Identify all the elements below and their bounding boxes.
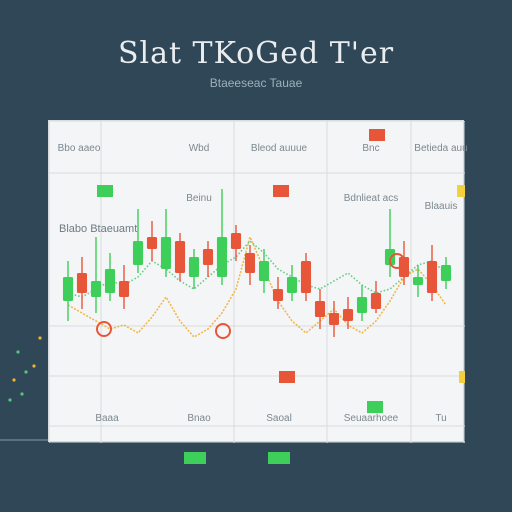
candle-body-11 (202, 249, 214, 265)
candle-body-8 (160, 237, 172, 269)
candle-body-15 (258, 261, 270, 281)
second-label-3: Blaauis (424, 201, 458, 212)
chart-panel: Bbo aaeo Wbd Bleod auuue Bnc Betieda auu… (48, 120, 468, 443)
second-label-2: Bdnlieat acs (343, 193, 399, 204)
marker-square-4 (457, 185, 465, 197)
marker-square-6 (367, 401, 383, 413)
chart-subtitle: Btaeeseac Tauae (209, 76, 303, 90)
bottom-label-5: Tu (435, 413, 447, 424)
second-label-1: Beinu (186, 193, 212, 204)
marker-square-7 (459, 371, 465, 383)
candle-body-4 (104, 269, 116, 293)
candle-body-9 (174, 241, 186, 273)
marker-circle-3 (389, 253, 405, 269)
marker-circle-2 (215, 323, 231, 339)
candle-body-5 (118, 281, 130, 297)
candle-body-3 (90, 281, 102, 297)
left-dot-1 (16, 350, 20, 354)
top-label-5: Betieda auu (414, 143, 468, 154)
top-label-3: Bleod auuue (250, 143, 308, 154)
marker-circle-1 (96, 321, 112, 337)
candle-body-12 (216, 237, 228, 277)
candle-body-22 (356, 297, 368, 313)
candle-body-2 (76, 273, 88, 293)
bottom-marker-2 (268, 452, 290, 464)
side-label: Blabo Btaeuamt (59, 223, 138, 235)
candle-body-25 (398, 257, 410, 277)
bottom-label-1: Baaa (95, 413, 119, 424)
candlestick-chart (62, 129, 465, 413)
left-dot-4 (32, 364, 36, 368)
candle-body-7 (146, 237, 158, 249)
candle-body-24 (384, 249, 396, 265)
candle-body-17 (286, 277, 298, 293)
marker-square-5 (279, 371, 295, 383)
top-label-2: Wbd (188, 143, 210, 154)
candle-body-13 (230, 233, 242, 249)
marker-square-1 (97, 185, 113, 197)
candle-body-18 (300, 261, 312, 293)
candle-body-19 (314, 301, 326, 317)
bottom-marker-1 (184, 452, 206, 464)
candle-body-28 (440, 265, 452, 281)
candle-body-26 (412, 277, 424, 285)
candle-body-27 (426, 261, 438, 293)
marker-square-2 (273, 185, 289, 197)
candle-body-21 (342, 309, 354, 321)
top-label-1: Bbo aaeo (57, 143, 101, 154)
left-dot-2 (12, 378, 16, 382)
candle-body-14 (244, 253, 256, 273)
candle-body-23 (370, 293, 382, 309)
series-line-orange (67, 234, 447, 339)
left-dot-7 (20, 392, 24, 396)
candle-body-6 (132, 241, 144, 265)
top-label-4: Bnc (362, 143, 380, 154)
candle-body-20 (328, 313, 340, 325)
bottom-label-4: Seuaarhoee (343, 413, 399, 424)
candle-body-16 (272, 289, 284, 301)
left-dot-3 (24, 370, 28, 374)
candle-body-1 (62, 277, 74, 301)
bottom-label-3: Saoal (266, 413, 292, 424)
candle-body-10 (188, 257, 200, 277)
left-dot-5 (8, 398, 12, 402)
left-dot-6 (38, 336, 42, 340)
bottom-label-2: Bnao (187, 413, 211, 424)
chart-title: Slat TKoGed T'er (117, 36, 395, 71)
marker-square-3 (369, 129, 385, 141)
